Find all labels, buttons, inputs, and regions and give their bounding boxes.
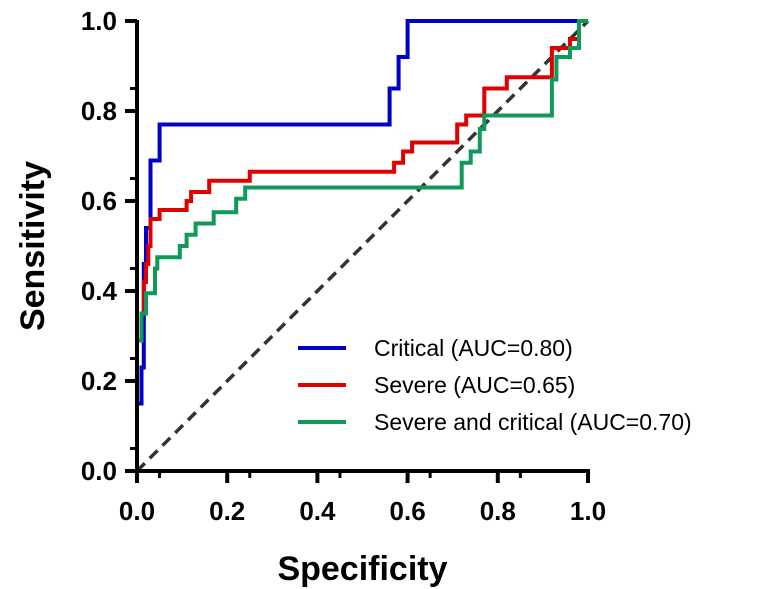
y-tick-label: 0.4	[81, 276, 118, 306]
y-axis-title: Sensitivity	[14, 161, 52, 331]
x-tick-label: 0.6	[390, 496, 426, 526]
y-tick-label: 1.0	[81, 6, 117, 36]
x-tick-label: 0.2	[209, 496, 245, 526]
y-tick-label: 0.8	[81, 96, 117, 126]
x-tick-label: 1.0	[570, 496, 606, 526]
y-tick-label: 0.0	[81, 456, 117, 486]
x-tick-label: 0.0	[119, 496, 155, 526]
x-axis-title: Specificity	[277, 550, 447, 588]
series-line-3	[135, 19, 588, 471]
series-line-2	[135, 19, 588, 471]
y-tick-label: 0.2	[81, 366, 117, 396]
x-tick-label: 0.4	[299, 496, 336, 526]
reference-diagonal-line	[135, 19, 590, 473]
x-tick-label: 0.8	[480, 496, 516, 526]
legend-label-1: Critical (AUC=0.80)	[374, 335, 573, 361]
y-tick-label: 0.6	[81, 186, 117, 216]
legend-label-2: Severe (AUC=0.65)	[374, 372, 575, 398]
series-line-1	[135, 19, 588, 471]
legend-label-3: Severe and critical (AUC=0.70)	[374, 409, 692, 435]
